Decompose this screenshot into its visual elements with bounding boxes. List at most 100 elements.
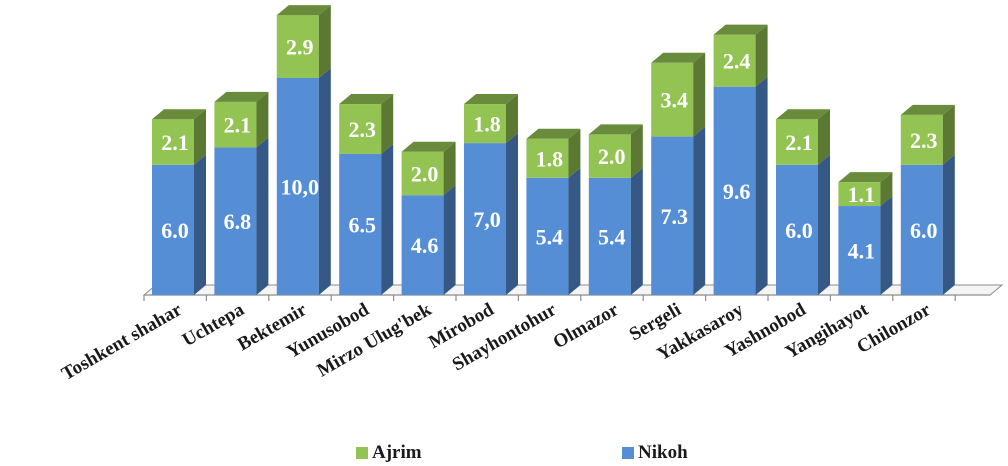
data-label-nikoh: 10,0 [281,175,320,200]
bar-nikoh-side [256,137,269,295]
bar-nikoh-front [900,164,943,295]
bar-nikoh-front [713,86,756,296]
legend-label-nikoh: Nikoh [638,442,688,463]
bar-nikoh-front [526,177,569,295]
bar-ajrim-front [276,15,319,78]
data-label-nikoh: 6.5 [348,212,376,237]
bar-ajrim-front [526,138,569,178]
bar-ajrim-front [900,114,943,165]
data-label-ajrim: 2.0 [411,161,439,186]
bar-nikoh-front [651,136,694,295]
legend-label-ajrim: Ajrim [372,442,422,463]
bar-nikoh-side [755,76,768,296]
bar-ajrim-top [214,91,269,102]
bar-ajrim-front [776,119,818,165]
data-label-ajrim: 3.4 [660,88,688,113]
bar-nikoh-front [838,206,881,295]
bar-ajrim-side [693,52,706,137]
bar-ajrim-side [381,94,394,154]
bar-ajrim-front [214,101,257,148]
bar-ajrim-top [276,5,331,16]
bar-ajrim-top [464,94,518,105]
bar-nikoh-side [942,154,955,295]
bar-ajrim-side [568,128,581,178]
bar-nikoh-front [214,147,257,295]
data-label-ajrim: 2.9 [286,35,314,60]
data-label-nikoh: 6.0 [910,218,938,243]
data-label-nikoh: 6.0 [785,218,813,243]
bar-ajrim-side [443,141,456,196]
bar-ajrim-front [464,104,506,144]
data-label-ajrim: 2.1 [785,130,813,155]
bar-nikoh-side [880,196,893,295]
bar-nikoh-front [276,78,319,295]
legend-item-ajrim: Ajrim [356,442,422,464]
bar-ajrim-top [776,109,830,120]
x-tick-label: Olmazor [550,299,623,353]
bar-ajrim-top [588,124,643,135]
bar-ajrim-front [838,182,881,207]
bar-ajrim-side [194,109,206,165]
data-label-nikoh: 7.3 [660,204,688,229]
bar-ajrim-top [401,141,456,152]
data-label-ajrim: 2.1 [161,130,189,155]
bar-ajrim-top [339,94,394,105]
data-label-nikoh: 4.6 [411,233,439,258]
bar-ajrim-side [880,172,893,207]
bar-ajrim-top [900,104,955,115]
bar-ajrim-top [651,52,706,63]
bar-nikoh-side [318,68,331,295]
bar-nikoh-front [588,177,631,295]
bar-ajrim-top [838,172,893,183]
bar-ajrim-front [713,34,756,87]
x-tick-label: Shayhontohur [449,299,561,376]
bar-ajrim-side [818,109,830,165]
bar-ajrim-front [152,119,194,165]
bar-nikoh-side [381,143,394,295]
data-label-nikoh: 5.4 [536,224,564,249]
bar-nikoh-side [568,167,581,295]
data-label-ajrim: 2.0 [598,144,626,169]
bar-ajrim-front [339,104,382,154]
bar-ajrim-front [588,134,631,178]
bar-nikoh-front [776,164,818,295]
data-label-nikoh: 6.0 [161,218,189,243]
bar-ajrim-side [318,5,331,79]
bar-ajrim-side [256,91,269,148]
data-label-ajrim: 1.8 [536,146,564,171]
data-label-ajrim: 2.1 [224,113,252,138]
data-label-nikoh: 7,0 [473,207,501,232]
bar-ajrim-top [526,128,581,139]
data-label-ajrim: 1.8 [473,112,501,137]
legend-item-nikoh: Nikoh [622,442,688,464]
chart-legend: Ajrim Nikoh [0,440,1008,464]
data-label-nikoh: 6.8 [224,209,252,234]
bar-nikoh-front [339,153,382,295]
bar-ajrim-side [506,94,518,144]
bar-nikoh-side [630,167,643,295]
x-tick-label: Toshkent shahar [58,299,186,385]
bar-nikoh-side [818,154,830,295]
bar-nikoh-front [401,195,444,295]
bar-nikoh-front [464,143,506,295]
bar-ajrim-top [713,24,768,35]
data-label-nikoh: 5.4 [598,224,626,249]
data-label-ajrim: 2.4 [723,49,751,74]
bar-ajrim-side [755,24,768,87]
data-label-nikoh: 4.1 [848,239,876,264]
bar-ajrim-side [942,104,955,165]
data-label-nikoh: 9.6 [723,179,751,204]
legend-swatch-nikoh [622,447,634,459]
data-label-ajrim: 1.1 [848,182,876,207]
data-label-ajrim: 2.3 [910,128,938,153]
bar-nikoh-side [693,126,706,295]
bar-ajrim-front [651,62,694,137]
bar-ajrim-side [630,124,643,178]
bar-nikoh-side [443,185,456,295]
bar-ajrim-front [401,151,444,196]
bar-nikoh-front [152,164,194,295]
data-label-ajrim: 2.3 [348,117,376,142]
legend-swatch-ajrim [356,447,368,459]
bar-nikoh-side [194,154,206,295]
